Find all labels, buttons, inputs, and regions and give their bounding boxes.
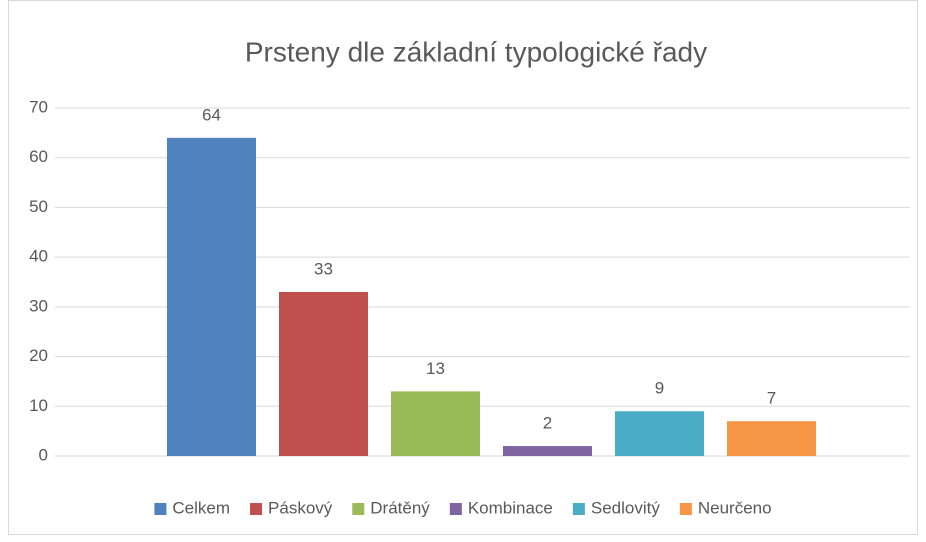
chart-title: Prsteny dle základní typologické řady	[245, 36, 707, 67]
y-tick-label: 10	[29, 396, 48, 415]
data-label: 2	[543, 414, 552, 433]
y-tick-label: 50	[29, 197, 48, 216]
legend-swatch	[352, 503, 365, 515]
legend-swatch	[250, 503, 263, 515]
legend-label: Neurčeno	[698, 498, 772, 517]
y-tick-label: 0	[39, 445, 48, 464]
data-label: 7	[767, 389, 776, 408]
legend-label: Kombinace	[468, 498, 553, 517]
legend-swatch	[572, 503, 585, 515]
bar	[279, 291, 368, 456]
data-label: 33	[314, 259, 333, 278]
bar	[503, 446, 592, 456]
bar	[727, 421, 816, 456]
legend-swatch	[679, 503, 692, 515]
legend-label: Sedlovitý	[591, 498, 660, 517]
y-tick-label: 70	[29, 97, 48, 116]
y-tick-label: 20	[29, 346, 48, 365]
data-label: 64	[202, 105, 221, 124]
y-tick-label: 60	[29, 147, 48, 166]
data-label: 9	[655, 379, 664, 398]
data-label: 13	[426, 359, 445, 378]
bar	[391, 391, 480, 456]
bar	[615, 411, 704, 456]
legend-swatch	[449, 503, 462, 515]
bar	[167, 137, 256, 457]
legend-label: Drátěný	[370, 498, 430, 517]
y-tick-label: 30	[29, 296, 48, 315]
legend-label: Páskový	[268, 498, 333, 517]
legend-label: Celkem	[172, 498, 230, 517]
legend-swatch	[154, 503, 167, 515]
y-tick-label: 40	[29, 247, 48, 266]
